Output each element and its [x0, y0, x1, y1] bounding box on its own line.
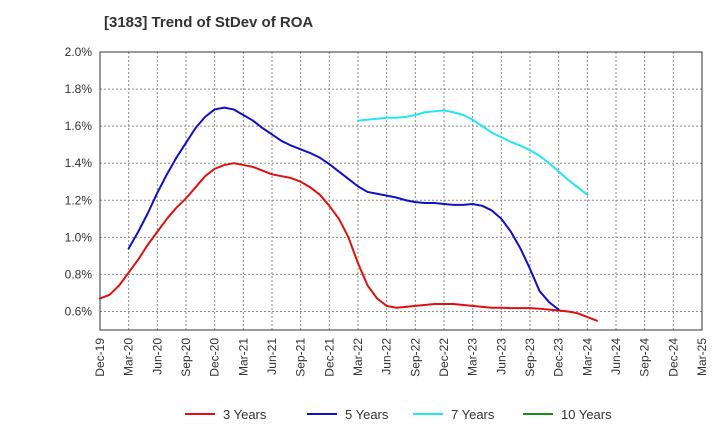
series-line-5-years: [127, 106, 560, 311]
grid-layer: [100, 52, 702, 330]
x-tick-label: Dec-24: [666, 338, 680, 377]
legend-item-7-years: 7 Years: [413, 407, 495, 422]
legend-label: 5 Years: [345, 407, 389, 422]
legend-label: 10 Years: [561, 407, 612, 422]
x-tick-label: Sep-21: [294, 338, 308, 377]
x-tick-label: Dec-19: [93, 338, 107, 377]
x-tick-label: Sep-24: [638, 338, 652, 377]
x-tick-label: Mar-24: [580, 338, 594, 376]
legend-item-10-years: 10 Years: [523, 407, 612, 422]
legend-label: 3 Years: [223, 407, 267, 422]
x-tick-label: Mar-20: [122, 338, 136, 376]
y-tick-label: 0.6%: [65, 304, 93, 318]
x-tick-label: Sep-20: [179, 338, 193, 377]
x-tick-label: Dec-23: [552, 338, 566, 377]
y-tick-label: 1.2%: [65, 193, 93, 207]
series-layer: [99, 106, 598, 322]
x-tick-label: Sep-22: [408, 338, 422, 377]
x-tick-label: Mar-25: [695, 338, 709, 376]
x-tick-label: Dec-21: [322, 338, 336, 377]
y-tick-label: 1.0%: [65, 230, 93, 244]
axis-layer: Dec-19 Mar-20 Jun-20 Sep-20 Dec-20 Mar-21 Jun-…: [65, 45, 709, 377]
x-tick-label: Mar-22: [351, 338, 365, 376]
legend-label: 7 Years: [451, 407, 495, 422]
x-tick-label: Sep-23: [523, 338, 537, 377]
x-tick-label: Jun-22: [380, 338, 394, 375]
x-tick-label: Mar-21: [236, 338, 250, 376]
y-tick-label: 1.6%: [65, 119, 93, 133]
series-line-7-years: [357, 109, 589, 196]
x-tick-label: Mar-23: [466, 338, 480, 376]
legend-layer: 3 Years 5 Years 7 Years 10 Years: [185, 407, 612, 422]
x-tick-label: Jun-20: [150, 338, 164, 375]
legend-item-3-years: 3 Years: [185, 407, 267, 422]
y-tick-label: 2.0%: [65, 45, 93, 59]
x-tick-label: Jun-23: [494, 338, 508, 375]
legend-item-5-years: 5 Years: [307, 407, 389, 422]
series-line-3-years: [99, 162, 598, 322]
plot-area-border: [99, 51, 703, 331]
y-tick-label: 0.8%: [65, 267, 93, 281]
y-tick-label: 1.4%: [65, 156, 93, 170]
x-tick-label: Jun-21: [265, 338, 279, 375]
x-tick-label: Jun-24: [609, 338, 623, 375]
chart-title: [3183] Trend of StDev of ROA: [104, 14, 314, 31]
x-tick-label: Dec-20: [208, 338, 222, 377]
y-tick-label: 1.8%: [65, 82, 93, 96]
x-tick-label: Dec-22: [437, 338, 451, 377]
